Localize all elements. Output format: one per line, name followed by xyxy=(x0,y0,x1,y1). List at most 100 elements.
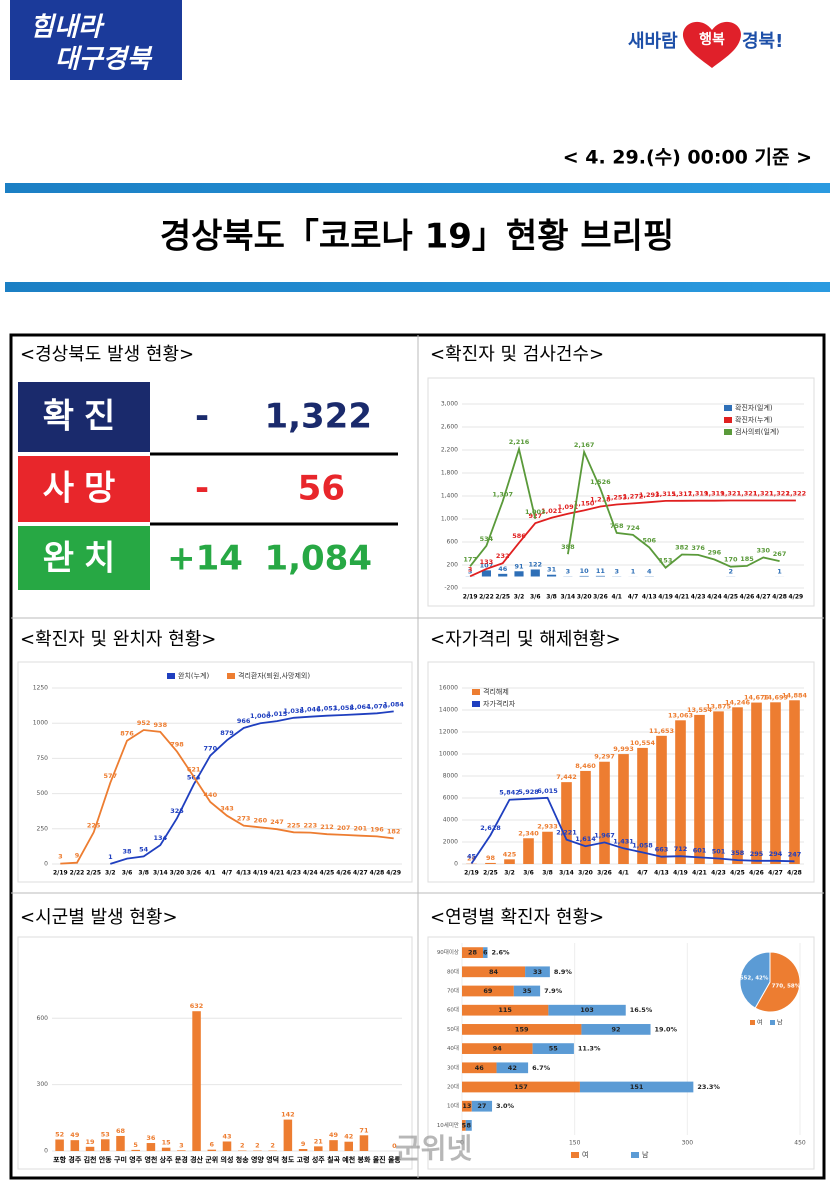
y-tick-label: 10대 xyxy=(447,1102,459,1110)
bar xyxy=(656,735,667,864)
value-label: 3 xyxy=(468,565,473,573)
value-label: 196 xyxy=(370,825,384,833)
value-label: 212 xyxy=(320,823,334,831)
legend-swatch xyxy=(770,1020,775,1025)
panel-title: <연령별 확진자 현황> xyxy=(430,907,604,928)
bar xyxy=(713,711,724,864)
bar xyxy=(116,1135,125,1151)
x-tick-label: 4/27 xyxy=(353,870,368,877)
value-label: 10 xyxy=(580,567,590,575)
x-tick-label: 포항 xyxy=(53,1155,66,1164)
x-tick-label: 4/7 xyxy=(628,594,639,601)
value-label: 91 xyxy=(514,562,524,570)
share-label: 8.9% xyxy=(554,968,573,976)
value-label: 94 xyxy=(493,1045,503,1053)
row-total: 1,084 xyxy=(264,539,372,579)
x-tick-label: 4/25 xyxy=(730,870,745,877)
value-label: 31 xyxy=(547,566,557,574)
value-label: 49 xyxy=(329,1131,339,1139)
value-label: 98 xyxy=(486,854,496,862)
bar xyxy=(55,1139,64,1151)
x-tick-label: 4/1 xyxy=(611,594,622,601)
bar xyxy=(298,1149,308,1151)
bar-segment xyxy=(579,1081,694,1093)
x-tick-label: 4/21 xyxy=(270,870,285,877)
x-tick-label: 구미 xyxy=(114,1155,127,1164)
value-label: 157 xyxy=(514,1083,528,1091)
bar xyxy=(770,702,781,864)
value-label: 134 xyxy=(154,834,168,842)
value-label: 14,246 xyxy=(725,698,751,706)
value-label: 2,167 xyxy=(574,441,595,449)
legend-swatch xyxy=(227,673,235,679)
share-label: 16.5% xyxy=(630,1006,653,1014)
row-label: 확진 xyxy=(43,397,126,437)
x-tick-label: 4/19 xyxy=(673,870,688,877)
chart-area xyxy=(427,377,815,607)
value-label: 2 xyxy=(240,1142,245,1150)
value-label: 9 xyxy=(301,1140,306,1148)
value-label: 1,091 xyxy=(558,503,579,511)
bar xyxy=(579,575,589,577)
panel-title: <자가격리 및 해제현황> xyxy=(430,629,621,650)
value-label: 1,046 xyxy=(300,706,321,714)
bar-segment xyxy=(462,1024,582,1035)
y-tick-label: 1,000 xyxy=(441,516,458,523)
row-change: - xyxy=(195,397,209,437)
x-tick-label: 3/20 xyxy=(578,870,593,877)
bar xyxy=(751,702,762,864)
y-tick-label: 600 xyxy=(37,1015,49,1022)
x-tick-label: 3/6 xyxy=(122,870,133,877)
value-label: 13,875 xyxy=(706,702,732,710)
x-tick-label: 4/24 xyxy=(303,870,318,877)
bar-segment xyxy=(581,1024,651,1035)
value-label: 133 xyxy=(480,558,494,566)
value-label: 8 xyxy=(466,1121,471,1129)
y-tick-label: 60대 xyxy=(447,1006,459,1014)
bar xyxy=(694,714,705,864)
value-label: 68 xyxy=(116,1127,126,1135)
value-label: 1,000 xyxy=(250,712,271,720)
value-label: 45 xyxy=(467,853,477,861)
legend-swatch xyxy=(724,417,732,423)
x-tick-label: 300 xyxy=(682,1140,694,1147)
value-label: 296 xyxy=(708,548,722,556)
y-tick-label: 1,800 xyxy=(441,470,458,477)
value-label: 1,272 xyxy=(623,492,644,500)
x-tick-label: 울진 xyxy=(373,1155,386,1164)
value-label: 376 xyxy=(691,544,705,552)
value-label: 1,319 xyxy=(704,490,725,498)
value-label: 938 xyxy=(154,721,168,729)
x-tick-label: 4/7 xyxy=(637,870,648,877)
x-tick-label: 4/29 xyxy=(788,594,803,601)
value-label: 9,993 xyxy=(613,745,634,753)
value-label: 260 xyxy=(254,816,268,824)
value-label: 330 xyxy=(756,547,770,555)
x-tick-label: 경산 xyxy=(190,1155,203,1164)
legend-label: 검사의뢰(일계) xyxy=(735,427,779,436)
value-label: 3 xyxy=(566,567,571,575)
series-line xyxy=(60,729,394,865)
value-label: 294 xyxy=(769,850,783,858)
value-label: 1,307 xyxy=(492,490,513,498)
value-label: 0 xyxy=(392,1142,397,1150)
y-tick-label: 70대 xyxy=(447,987,459,995)
value-label: 2 xyxy=(255,1142,260,1150)
value-label: 11,653 xyxy=(649,727,674,735)
x-tick-label: 4/23 xyxy=(286,870,301,877)
x-tick-label: 3/6 xyxy=(530,594,541,601)
value-label: 1,218 xyxy=(590,495,611,503)
value-label: 632 xyxy=(190,1002,204,1010)
bar-segment xyxy=(532,1043,574,1054)
value-label: 601 xyxy=(693,846,707,854)
y-tick-label: 750 xyxy=(37,755,49,762)
bar xyxy=(514,571,524,577)
row-label: 사망 xyxy=(43,469,126,509)
x-tick-label: 2/19 xyxy=(464,870,479,877)
legend-label: 격리해제 xyxy=(483,687,509,696)
bar xyxy=(637,747,648,864)
value-label: 1,058 xyxy=(333,704,354,712)
value-label: 13,063 xyxy=(668,711,693,719)
value-label: 325 xyxy=(170,807,184,815)
